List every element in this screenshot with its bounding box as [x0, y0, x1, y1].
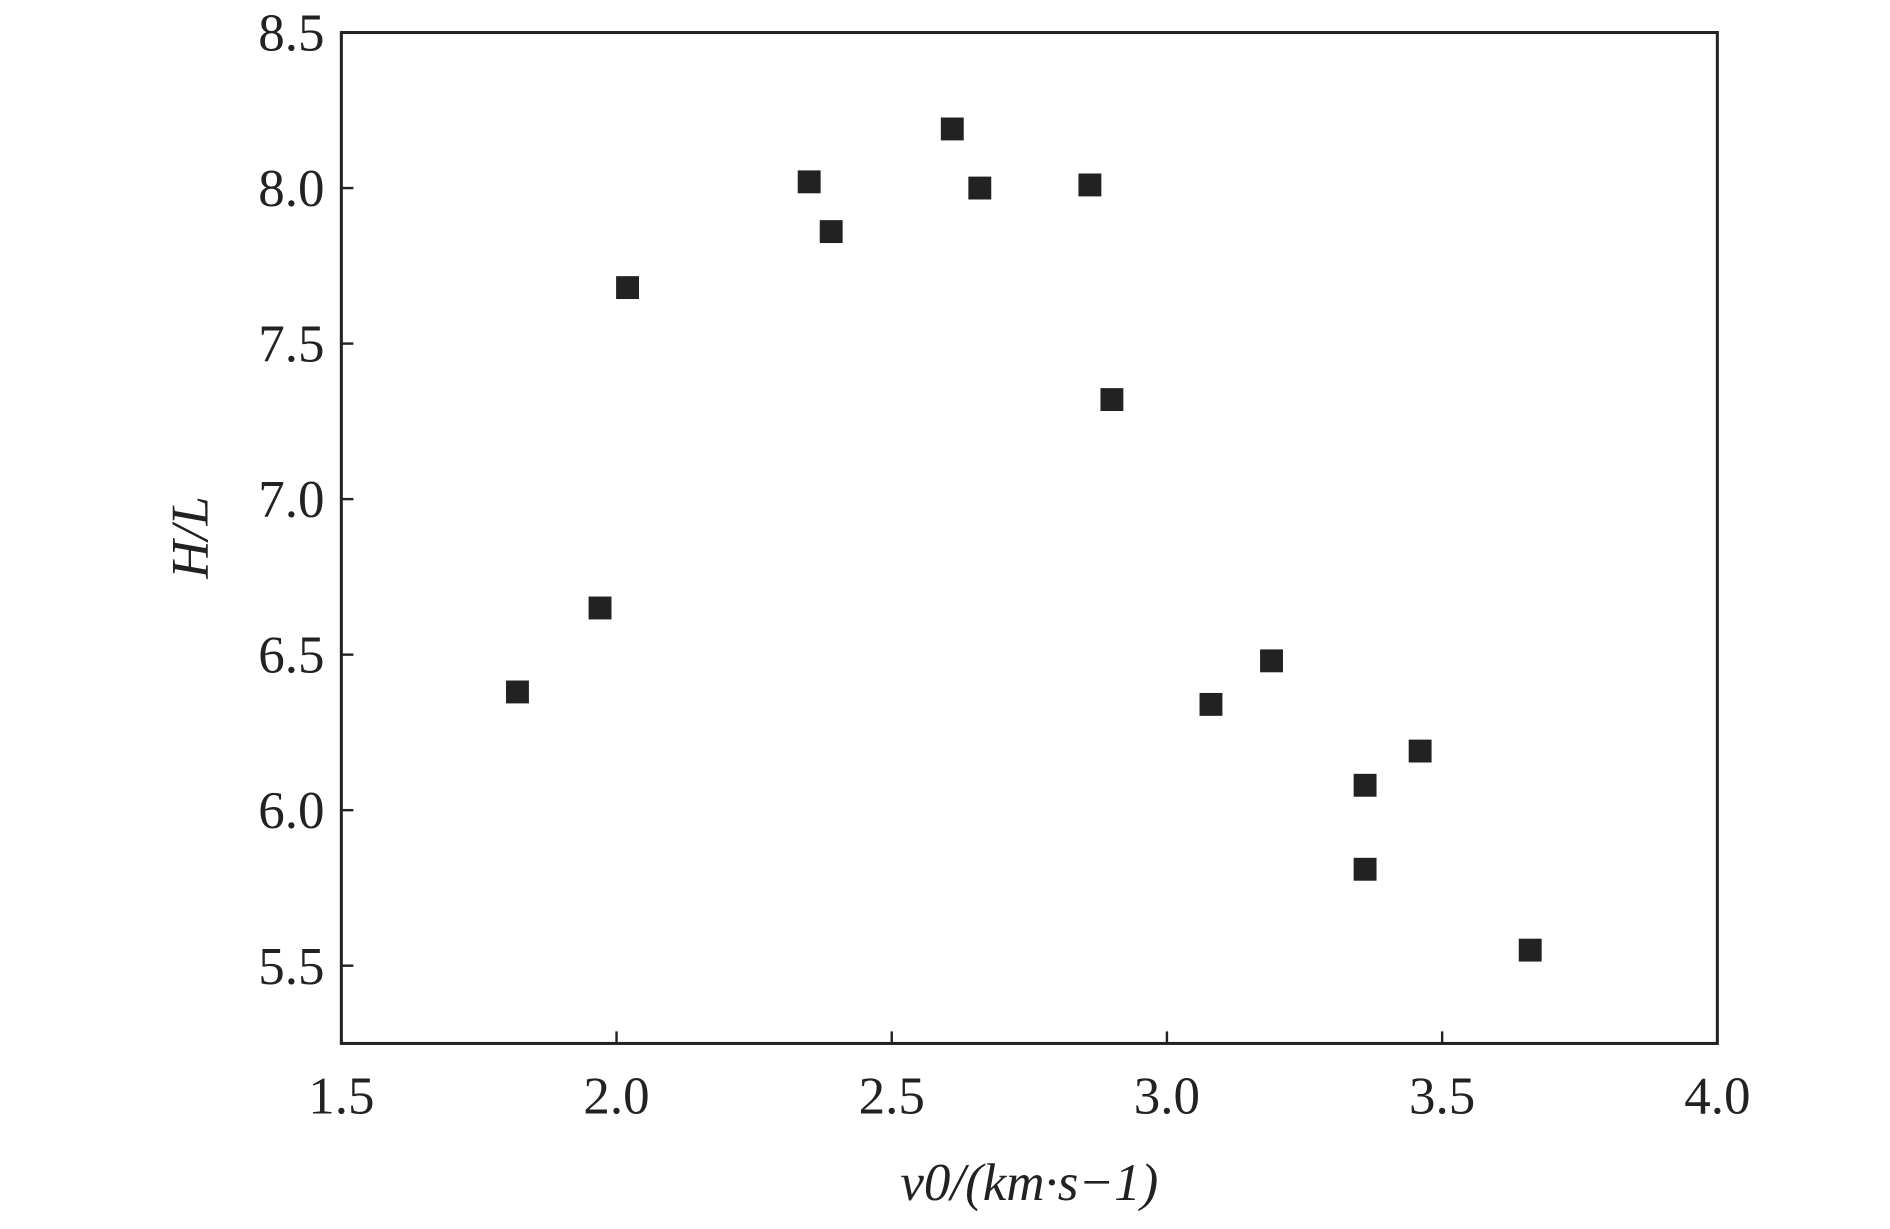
point: [1408, 739, 1432, 763]
point: [797, 170, 821, 194]
y-tick-label: 7.0: [258, 471, 324, 529]
y-tick-label: 8.0: [258, 160, 324, 218]
point: [616, 276, 639, 300]
y-tick-label: 8.5: [258, 5, 324, 63]
x-tick-label: 3.0: [1134, 1067, 1200, 1125]
x-axis-label: v0/(km·s−1): [900, 1154, 1158, 1212]
y-tick-label: 5.5: [258, 938, 324, 996]
point: [1353, 773, 1377, 797]
x-tick-label: 2.5: [859, 1067, 925, 1125]
point: [1078, 173, 1102, 197]
y-tick-label: 6.0: [258, 782, 324, 840]
point: [819, 220, 843, 244]
point: [506, 680, 529, 704]
x-tick-label: 2.0: [583, 1067, 649, 1125]
x-tick-label: 4.0: [1684, 1067, 1750, 1125]
y-tick-label: 6.5: [258, 627, 324, 685]
y-axis-label: H/L: [162, 496, 220, 579]
point: [968, 176, 992, 200]
y-tick-label: 7.5: [258, 316, 324, 374]
point: [1100, 388, 1124, 412]
point: [940, 117, 964, 141]
point: [1199, 692, 1223, 716]
plot-frame: [339, 31, 1719, 1045]
x-tick-label: 3.5: [1409, 1067, 1475, 1125]
point: [1518, 938, 1542, 962]
point: [588, 596, 612, 620]
x-tick-label: 1.5: [308, 1067, 374, 1125]
point: [1260, 649, 1283, 673]
point: [1353, 857, 1377, 881]
